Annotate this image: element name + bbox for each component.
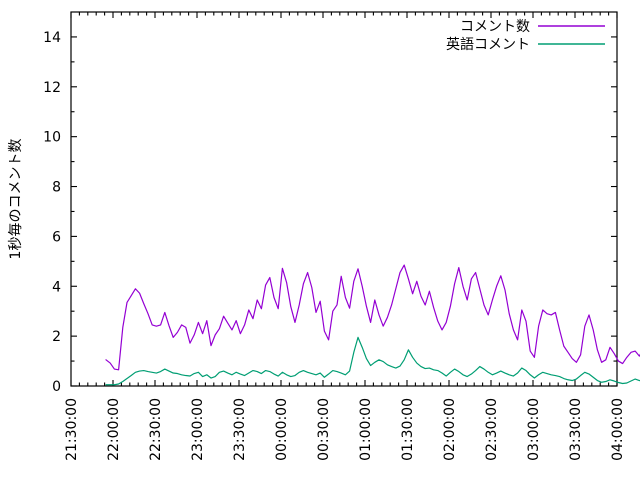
x-tick-label: 02:30:00 xyxy=(484,398,500,461)
x-tick-label: 04:00:00 xyxy=(610,398,626,461)
x-tick-label: 03:00:00 xyxy=(526,398,542,461)
y-axis-tick-marks xyxy=(71,36,617,387)
series-line-english-comments xyxy=(105,336,640,386)
series-line-comment-count xyxy=(105,264,640,371)
data-series-group xyxy=(105,264,640,386)
x-tick-label: 00:00:00 xyxy=(274,398,290,461)
y-tick-label: 0 xyxy=(52,379,61,395)
x-tick-label: 01:00:00 xyxy=(358,398,374,461)
legend-label: コメント数 xyxy=(460,19,530,35)
x-tick-label: 02:00:00 xyxy=(442,398,458,461)
y-tick-label: 2 xyxy=(52,329,61,345)
x-tick-label: 22:00:00 xyxy=(106,398,122,461)
y-axis-tick-labels: 0 2 4 6 8 10 12 14 xyxy=(43,30,61,395)
x-axis-tick-labels: 21:30:00 22:00:00 22:30:00 23:00:00 23:30:00… xyxy=(64,398,626,461)
x-tick-label: 23:30:00 xyxy=(232,398,248,461)
x-tick-label: 21:30:00 xyxy=(64,398,80,461)
x-tick-label: 22:30:00 xyxy=(148,398,164,461)
x-tick-label: 01:30:00 xyxy=(400,398,416,461)
x-axis-tick-marks xyxy=(70,12,618,386)
y-axis-title: 1秒毎のコメント数 xyxy=(8,139,24,260)
x-tick-label: 23:00:00 xyxy=(190,398,206,461)
axis-minor-tick-marks xyxy=(71,12,617,386)
legend-label: 英語コメント xyxy=(446,36,530,53)
y-tick-label: 8 xyxy=(52,180,61,196)
x-tick-label: 00:30:00 xyxy=(316,398,332,461)
x-tick-label: 03:30:00 xyxy=(568,398,584,461)
y-tick-label: 6 xyxy=(52,229,61,245)
y-tick-label: 14 xyxy=(43,30,61,46)
y-tick-label: 10 xyxy=(43,130,61,146)
y-tick-label: 12 xyxy=(43,80,61,96)
y-tick-label: 4 xyxy=(52,279,61,295)
plot-frame xyxy=(70,11,618,387)
